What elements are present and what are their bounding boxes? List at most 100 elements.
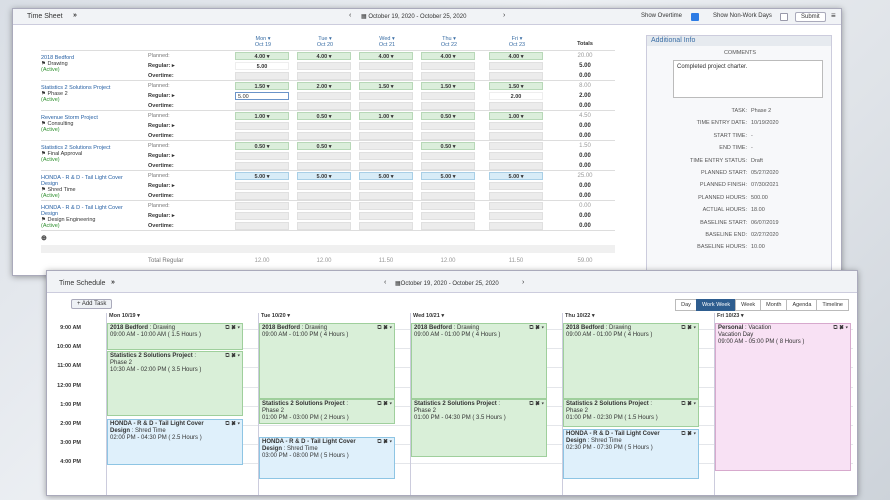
schedule-event[interactable]: ⧉ ✖ ▾ 2018 Bedford : Drawing 09:00 AM - … (107, 323, 243, 350)
regular-cell[interactable] (421, 182, 475, 190)
overtime-cell[interactable] (489, 192, 543, 200)
regular-cell[interactable] (489, 152, 543, 160)
expand-icon[interactable]: ▸ (171, 153, 175, 159)
regular-cell[interactable] (297, 182, 351, 190)
schedule-event[interactable]: ⧉ ✖ ▾ HONDA - R & D - Tail Light Cover D… (259, 437, 395, 479)
view-week-button[interactable]: Week (735, 299, 762, 311)
day-header[interactable]: Thu 10/22 ▾ (565, 313, 595, 319)
regular-cell[interactable] (359, 182, 413, 190)
copy-icon[interactable]: ⧉ (529, 325, 534, 331)
overtime-cell[interactable] (421, 132, 475, 140)
schedule-event[interactable]: ⧉ ✖ ▾ Statistics 2 Solutions Project : P… (563, 399, 699, 427)
expand-icon[interactable]: ▸ (171, 183, 175, 189)
overtime-cell[interactable] (359, 192, 413, 200)
close-icon[interactable]: ✖ (687, 401, 692, 407)
regular-cell[interactable] (235, 182, 289, 190)
overtime-cell[interactable] (235, 72, 289, 80)
copy-icon[interactable]: ⧉ (377, 439, 382, 445)
planned-cell[interactable]: 2.00 ▾ (297, 82, 351, 90)
overtime-cell[interactable] (359, 132, 413, 140)
project-name[interactable]: Statistics 2 Solutions Project (41, 85, 111, 91)
overtime-cell[interactable] (235, 132, 289, 140)
schedule-event[interactable]: ⧉ ✖ ▾ 2018 Bedford : Drawing 09:00 AM - … (259, 323, 395, 399)
chevron-down-icon[interactable]: ▾ (541, 401, 544, 407)
chevron-down-icon[interactable]: ▾ (389, 325, 392, 331)
overtime-cell[interactable] (297, 72, 351, 80)
regular-cell[interactable] (489, 212, 543, 220)
overtime-cell[interactable] (235, 222, 289, 230)
comments-textarea[interactable]: Completed project charter. (673, 60, 823, 98)
view-agenda-button[interactable]: Agenda (786, 299, 818, 311)
collapse-icon[interactable]: » (73, 12, 77, 19)
close-icon[interactable]: ✖ (383, 325, 388, 331)
regular-cell[interactable] (297, 92, 351, 100)
regular-cell[interactable] (297, 152, 351, 160)
chevron-down-icon[interactable]: ▾ (237, 421, 240, 427)
chevron-down-icon[interactable]: ▾ (845, 325, 848, 331)
regular-cell[interactable]: 5.00 (235, 62, 289, 70)
regular-cell[interactable] (235, 152, 289, 160)
planned-cell[interactable] (297, 202, 351, 210)
regular-cell[interactable] (421, 62, 475, 70)
overtime-cell[interactable] (297, 102, 351, 110)
overtime-cell[interactable] (421, 162, 475, 170)
regular-cell[interactable] (359, 62, 413, 70)
day-column[interactable] (106, 313, 107, 495)
regular-cell[interactable]: 2.00 (489, 92, 543, 100)
day-header[interactable]: Tue 10/20 ▾ (261, 313, 290, 319)
close-icon[interactable]: ✖ (839, 325, 844, 331)
planned-cell[interactable]: 1.50 ▾ (359, 82, 413, 90)
schedule-event[interactable]: ⧉ ✖ ▾ Personal : Vacation Vacation Day 0… (715, 323, 851, 471)
overtime-cell[interactable] (359, 102, 413, 110)
planned-cell[interactable] (489, 142, 543, 150)
regular-cell[interactable] (421, 152, 475, 160)
close-icon[interactable]: ✖ (535, 325, 540, 331)
schedule-next-button[interactable]: › (522, 279, 525, 286)
day-header[interactable]: Thu ▾ Oct 22 (440, 36, 458, 48)
menu-icon[interactable]: ≡ (831, 11, 836, 20)
view-day-button[interactable]: Day (675, 299, 697, 311)
overtime-cell[interactable] (297, 162, 351, 170)
close-icon[interactable]: ✖ (231, 421, 236, 427)
regular-cell[interactable] (359, 122, 413, 130)
chevron-down-icon[interactable]: ▾ (237, 353, 240, 359)
day-header[interactable]: Mon ▾ Oct 19 (254, 36, 272, 48)
copy-icon[interactable]: ⧉ (681, 401, 686, 407)
overtime-cell[interactable] (489, 222, 543, 230)
day-header[interactable]: Fri 10/23 ▾ (717, 313, 744, 319)
chevron-down-icon[interactable]: ▾ (541, 325, 544, 331)
overtime-cell[interactable] (489, 132, 543, 140)
planned-cell[interactable]: 1.50 ▾ (421, 82, 475, 90)
day-column[interactable] (258, 313, 259, 495)
close-icon[interactable]: ✖ (231, 353, 236, 359)
overtime-cell[interactable] (235, 102, 289, 110)
close-icon[interactable]: ✖ (687, 325, 692, 331)
overtime-cell[interactable] (297, 192, 351, 200)
overtime-cell[interactable] (359, 222, 413, 230)
planned-cell[interactable]: 5.00 ▾ (421, 172, 475, 180)
planned-cell[interactable]: 4.00 ▾ (359, 52, 413, 60)
view-month-button[interactable]: Month (760, 299, 788, 311)
regular-hours-input[interactable]: 5.00 (235, 92, 289, 100)
copy-icon[interactable]: ⧉ (681, 325, 686, 331)
close-icon[interactable]: ✖ (383, 401, 388, 407)
schedule-event[interactable]: ⧉ ✖ ▾ 2018 Bedford : Drawing 09:00 AM - … (563, 323, 699, 399)
copy-icon[interactable]: ⧉ (225, 421, 230, 427)
schedule-collapse-icon[interactable]: » (111, 279, 115, 286)
overtime-cell[interactable] (421, 192, 475, 200)
regular-cell[interactable] (421, 122, 475, 130)
close-icon[interactable]: ✖ (231, 325, 236, 331)
expand-icon[interactable]: ▸ (171, 123, 175, 129)
expand-icon[interactable]: ▸ (171, 63, 175, 69)
prev-week-button[interactable]: ‹ (349, 12, 352, 19)
regular-cell[interactable] (235, 122, 289, 130)
planned-cell[interactable]: 5.00 ▾ (359, 172, 413, 180)
planned-cell[interactable]: 1.00 ▾ (359, 112, 413, 120)
schedule-prev-button[interactable]: ‹ (384, 279, 387, 286)
day-column[interactable] (562, 313, 563, 495)
planned-cell[interactable]: 0.50 ▾ (297, 112, 351, 120)
copy-icon[interactable]: ⧉ (681, 431, 686, 437)
overtime-cell[interactable] (235, 192, 289, 200)
regular-cell[interactable] (359, 152, 413, 160)
project-name[interactable]: HONDA - R & D - Tail Light Cover Design (41, 205, 123, 217)
